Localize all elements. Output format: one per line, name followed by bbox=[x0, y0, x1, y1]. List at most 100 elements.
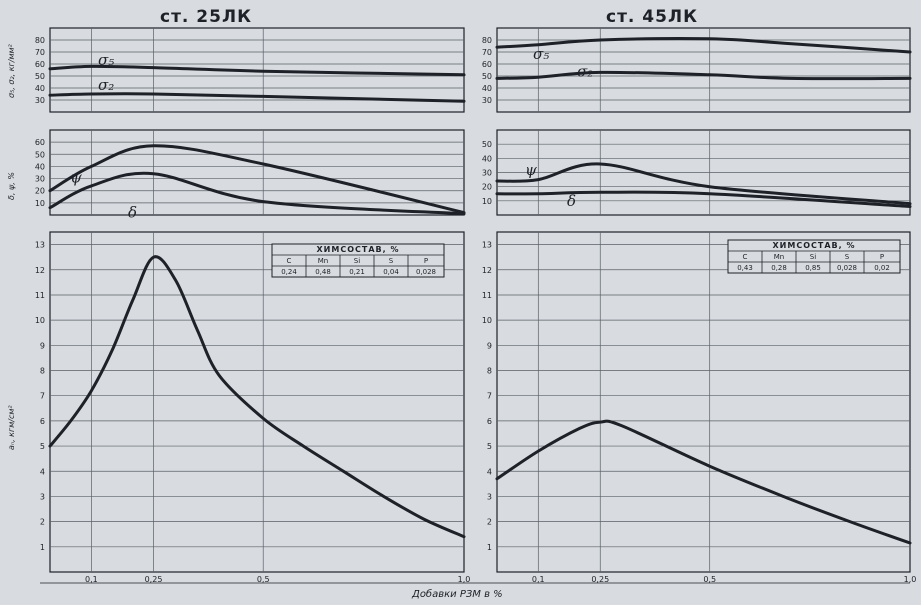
series-line bbox=[48, 92, 466, 103]
series-label: σ₂ bbox=[577, 62, 593, 80]
chem-table-header: Si bbox=[354, 257, 360, 265]
y-tick-label: 50 bbox=[35, 150, 45, 159]
chem-table-cell: 0,028 bbox=[837, 264, 857, 272]
chem-table-frame bbox=[727, 239, 901, 274]
chem-table-frame bbox=[271, 243, 445, 278]
y-tick-label: 11 bbox=[482, 291, 492, 300]
series-line bbox=[495, 190, 912, 208]
y-tick-label: 13 bbox=[35, 241, 45, 250]
chem-table-cell: 0,28 bbox=[771, 264, 787, 272]
y-tick-label: 4 bbox=[487, 467, 492, 476]
y-tick-label: 6 bbox=[40, 417, 45, 426]
panel-frame bbox=[49, 231, 465, 573]
y-tick-label: 70 bbox=[482, 48, 492, 57]
y-tick-label: 40 bbox=[482, 84, 492, 93]
y-tick-label: 50 bbox=[35, 72, 45, 81]
series-label: ψ bbox=[525, 161, 537, 179]
x-tick-label: 0,25 bbox=[145, 575, 163, 584]
series-label: σ₅ bbox=[533, 45, 549, 63]
text-layer: ст. 25ЛК ст. 45ЛК Добавки РЗМ в % σ₅, σ₂… bbox=[7, 7, 916, 600]
y-tick-label: 3 bbox=[40, 492, 45, 501]
y-tick-label: 40 bbox=[482, 154, 492, 163]
y-tick-label: 12 bbox=[482, 266, 492, 275]
y-tick-label: 30 bbox=[35, 96, 45, 105]
x-tick-label: 0,1 bbox=[532, 575, 545, 584]
y-tick-label: 3 bbox=[487, 492, 492, 501]
y-tick-label: 8 bbox=[40, 367, 45, 376]
series-layer bbox=[48, 37, 912, 545]
series-line bbox=[48, 64, 466, 77]
chem-table-cell: 0,24 bbox=[281, 268, 297, 276]
series-label: σ₅ bbox=[98, 51, 114, 69]
y-tick-label: 1 bbox=[40, 543, 45, 552]
y-tick-label: 30 bbox=[35, 175, 45, 184]
chem-table-title: ХИМСОСТАВ, % bbox=[773, 241, 856, 250]
series-line bbox=[495, 419, 912, 545]
chem-table-header: C bbox=[287, 257, 292, 265]
x-axis-label: Добавки РЗМ в % bbox=[411, 588, 503, 600]
chem-table-title: ХИМСОСТАВ, % bbox=[317, 245, 400, 254]
y-tick-label: 5 bbox=[40, 442, 45, 451]
x-tick-label: 0,5 bbox=[257, 575, 270, 584]
series-label: σ₂ bbox=[98, 76, 114, 94]
y-tick-label: 12 bbox=[35, 266, 45, 275]
y-label-strength: σ₅, σ₂, кг/мм² bbox=[7, 43, 16, 98]
series-label: δ bbox=[567, 192, 576, 210]
y-tick-label: 20 bbox=[482, 183, 492, 192]
chem-table-header: S bbox=[845, 253, 850, 261]
y-tick-label: 1 bbox=[487, 543, 492, 552]
y-tick-label: 60 bbox=[482, 60, 492, 69]
y-tick-label: 10 bbox=[35, 316, 45, 325]
chem-table-header: Mn bbox=[318, 257, 328, 265]
chem-table-header: P bbox=[880, 253, 884, 261]
y-tick-label: 80 bbox=[35, 36, 45, 45]
x-tick-label: 1,0 bbox=[458, 575, 471, 584]
chem-table-cell: 0,02 bbox=[874, 264, 890, 272]
chem-table-cell: 0,028 bbox=[416, 268, 436, 276]
chem-table-cell: 0,85 bbox=[805, 264, 821, 272]
y-tick-label: 4 bbox=[40, 467, 45, 476]
y-tick-label: 11 bbox=[35, 291, 45, 300]
series-line bbox=[495, 37, 912, 54]
y-tick-label: 5 bbox=[487, 442, 492, 451]
y-tick-label: 9 bbox=[40, 341, 45, 350]
y-tick-label: 70 bbox=[35, 48, 45, 57]
y-tick-label: 20 bbox=[35, 187, 45, 196]
chem-table-header: C bbox=[743, 253, 748, 261]
x-tick-label: 0,1 bbox=[85, 575, 98, 584]
chem-table-header: Mn bbox=[774, 253, 784, 261]
y-label-impact: aₙ, кгм/см² bbox=[7, 405, 16, 450]
chem-table-cell: 0,04 bbox=[383, 268, 399, 276]
y-tick-label: 7 bbox=[40, 392, 45, 401]
series-line bbox=[495, 70, 912, 81]
y-tick-label: 40 bbox=[35, 162, 45, 171]
y-tick-label: 30 bbox=[482, 96, 492, 105]
y-tick-label: 9 bbox=[487, 341, 492, 350]
y-label-ductility: δ, ψ, % bbox=[7, 172, 16, 200]
x-tick-label: 0,5 bbox=[703, 575, 716, 584]
y-tick-label: 10 bbox=[35, 199, 45, 208]
y-tick-label: 60 bbox=[35, 138, 45, 147]
y-tick-label: 50 bbox=[482, 140, 492, 149]
y-tick-label: 6 bbox=[487, 417, 492, 426]
y-tick-label: 10 bbox=[482, 197, 492, 206]
y-tick-label: 40 bbox=[35, 84, 45, 93]
y-tick-label: 8 bbox=[487, 367, 492, 376]
panel-frame bbox=[496, 231, 911, 573]
series-label: ψ bbox=[70, 169, 82, 187]
series-label: δ bbox=[128, 204, 137, 222]
chem-table-header: S bbox=[389, 257, 394, 265]
chem-table-cell: 0,48 bbox=[315, 268, 331, 276]
y-tick-label: 30 bbox=[482, 169, 492, 178]
series-line bbox=[48, 144, 466, 215]
x-tick-label: 1,0 bbox=[904, 575, 917, 584]
y-tick-label: 10 bbox=[482, 316, 492, 325]
title-45lk: ст. 45ЛК bbox=[606, 7, 698, 27]
y-tick-label: 80 bbox=[482, 36, 492, 45]
x-tick-label: 0,25 bbox=[591, 575, 609, 584]
series-line bbox=[48, 255, 466, 539]
y-tick-label: 13 bbox=[482, 241, 492, 250]
chem-table-header: Si bbox=[810, 253, 816, 261]
y-tick-label: 50 bbox=[482, 72, 492, 81]
